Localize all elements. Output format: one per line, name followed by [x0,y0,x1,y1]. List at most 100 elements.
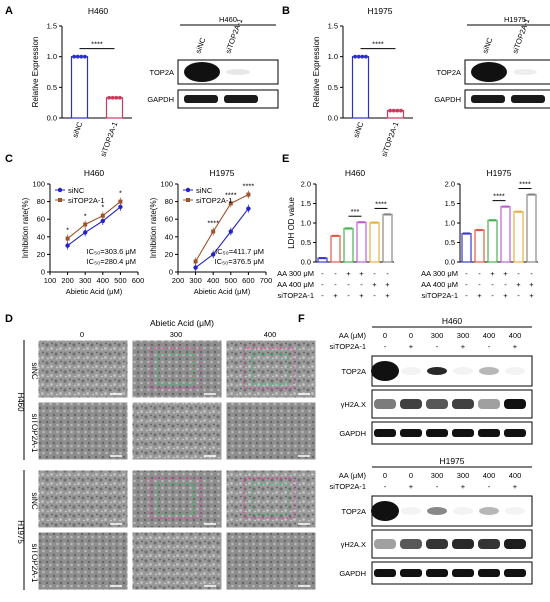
line-chart-c-left: H460 0 20 40 60 80 100 100 200 300 400 500 600 Abieti… [21,168,144,296]
aa-value: 0 [409,471,413,480]
y-tick-label: 0.0 [301,258,311,267]
ic50-label: IC₅₀=303.6 μM [87,247,136,256]
condition-sign: - [478,269,481,278]
micrograph-tile [225,469,317,529]
band-gapdh [400,429,422,437]
y-tick-label: 80 [37,197,45,206]
band-top2a [479,367,499,375]
panel-letter-c: C [5,153,13,165]
aa-label: AA (μM) [339,331,367,340]
y-tick-label: 0.0 [328,114,338,123]
band-top2a [505,507,525,515]
band-gamma-h2ax [426,539,448,549]
condition-sign: + [477,291,482,300]
band-top2a [427,367,447,375]
si-sign: - [436,482,439,491]
column-label: 0 [80,330,84,339]
si-sign: + [461,482,466,491]
band-gapdh [471,95,505,103]
band-gapdh [478,429,500,437]
band-top2a [401,507,421,515]
band-gapdh [374,429,396,437]
cell-line-label: H1975 [16,520,25,544]
band-top2a-sinc [184,62,220,82]
x-tick-label: 700 [260,276,273,285]
micrograph-tile [131,469,223,529]
data-point [114,95,119,100]
band-gamma-h2ax [504,539,526,549]
condition-sign: - [491,280,494,289]
chart-title: H1975 [209,168,234,178]
series-line-siNC [195,208,249,269]
aa-value: 0 [383,331,387,340]
y-tick-label: 0 [169,268,173,277]
y-tick-label: 2.0 [301,180,311,189]
panel-b: B H1975 0.0 0.5 1.0 1.5 Relative Expression s… [282,5,550,158]
wound-boundary [243,477,295,519]
bar [356,221,367,263]
significance-label: *** [351,207,360,216]
condition-sign: - [321,291,324,300]
line-chart-c-right: H1975 0 20 40 60 80 100 200 300 400 500 600 700 Abiet… [149,168,272,296]
bar [351,56,370,119]
condition-sign: + [503,291,508,300]
micrograph-tile [131,401,223,461]
significance-label: **** [207,219,219,228]
x-tick-label: 200 [172,276,185,285]
y-axis-label: Relative Expression [312,37,321,108]
blot-row-label: TOP2A [437,68,461,77]
band-top2a [479,507,499,515]
data-point [391,108,396,113]
micrograph-tile [225,339,317,399]
condition-label: AA 300 μM [421,269,458,278]
condition-sign: - [347,291,350,300]
y-tick-label: 0.5 [301,238,311,247]
wound-boundary [157,483,195,515]
y-axis-label: Inhibition rate(%) [149,197,158,258]
chart-title: H460 [84,168,105,178]
si-sign: - [488,342,491,351]
micrograph-tile [37,339,129,399]
y-tick-label: 1.5 [445,199,455,208]
band-gamma-h2ax [452,399,474,409]
condition-sign: - [478,280,481,289]
y-axis-label: Relative Expression [31,37,40,108]
band-top2a [401,367,421,375]
ic50-label: IC₅₀=280.4 μM [87,257,136,266]
band-gapdh [478,569,500,577]
significance-label: **** [243,182,255,191]
band-gamma-h2ax [452,539,474,549]
data-point [83,54,87,59]
condition-sign: - [347,280,350,289]
y-tick-label: 100 [160,180,173,189]
si-sign: + [461,342,466,351]
panel-d: D Abietic Acid (μM) 0 300 400 siNC siTOP2A-1… [5,313,317,591]
ldh-chart-right: H1975 0.0 0.5 1.0 1.5 2.0 **** **** [445,168,538,267]
bar [105,97,124,119]
aa-value: 0 [409,331,413,340]
wound-boundary [149,477,201,519]
band-gamma-h2ax [374,399,396,409]
bar [330,235,341,263]
panel-a: A H460 0.0 0.5 1.0 1.5 Relative Expression si… [5,5,279,158]
x-tick-label: siTOP2A-1 [379,121,400,158]
panel-letter-d: D [5,313,13,325]
panel-letter-e: E [282,153,289,165]
band-gapdh [224,95,258,103]
si-sign: + [409,342,414,351]
y-tick-label: 0.0 [445,258,455,267]
x-tick-label: 400 [97,276,110,285]
y-tick-label: 1.0 [47,52,57,61]
microscopy-grid: 0 300 400 siNC siTOP2A-1 siNC siTOP2A-1 H460 H19… [16,330,317,591]
aa-value: 400 [509,471,522,480]
micrograph-tile [37,469,129,529]
data-point [118,95,122,100]
band-gamma-h2ax [426,399,448,409]
condition-sign: + [346,269,351,278]
x-axis-label: Abietic Acid (μM) [66,287,123,296]
data-point [360,54,365,59]
y-tick-label: 1.5 [328,22,338,31]
x-tick-label: 200 [61,276,74,285]
y-tick-label: 0.5 [47,83,57,92]
